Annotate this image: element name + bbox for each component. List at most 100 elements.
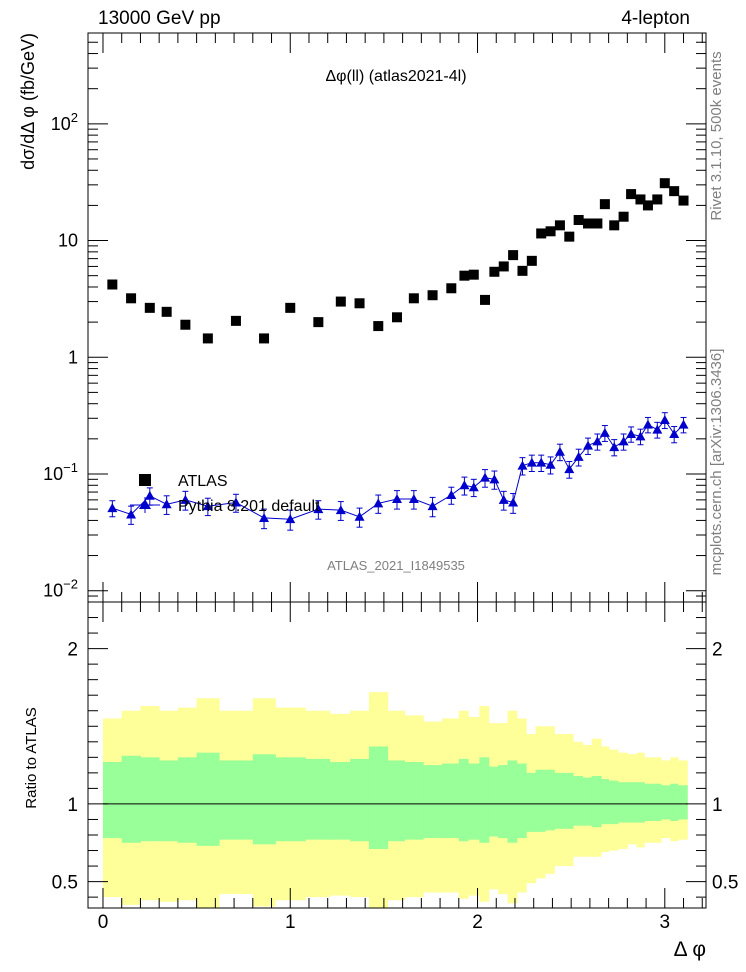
ratio-band-inner <box>159 760 179 842</box>
ratio-band-inner <box>329 761 351 840</box>
atlas-point <box>468 269 479 280</box>
pythia-point <box>285 514 296 524</box>
atlas-point <box>313 317 324 328</box>
ratio-frame <box>87 601 707 909</box>
atlas-point <box>583 218 594 229</box>
pythia-point <box>536 457 547 467</box>
ratio-y-tick-label: 0.5 <box>52 873 78 894</box>
pythia-point <box>554 446 565 456</box>
pythia-point <box>480 472 491 482</box>
x-axis-label: Δ φ <box>674 938 706 961</box>
pythia-point <box>573 451 584 461</box>
ratio-band-inner <box>636 782 645 823</box>
chart-title: Δφ(ll) (atlas2021-4l) <box>325 68 466 85</box>
pythia-point <box>354 511 365 521</box>
pythia-point <box>126 509 137 519</box>
ratio-band-inner <box>387 760 405 842</box>
ratio-y-tick-label-right: 0.5 <box>712 873 738 894</box>
ratio-band-inner <box>252 754 276 845</box>
ratio-band-inner <box>423 765 443 839</box>
y-tick-label: 10 <box>58 231 78 251</box>
pythia-point <box>669 429 680 439</box>
main-axes: 10−2 10−1 1 10 102 <box>43 32 707 603</box>
pythia-point <box>678 419 689 429</box>
ratio-band-inner <box>544 769 555 831</box>
atlas-point <box>373 321 384 332</box>
ratio-band-inner <box>177 757 198 843</box>
ratio-band-inner <box>121 755 141 843</box>
pythia-point <box>373 498 384 508</box>
atlas-point <box>536 228 547 239</box>
ratio-plot-content <box>102 692 688 908</box>
x-tick-label: 2 <box>472 912 483 933</box>
ratio-band-inner <box>404 761 424 840</box>
pythia-point <box>659 415 670 425</box>
ratio-band-inner <box>441 763 460 839</box>
ratio-band-inner <box>140 757 160 842</box>
atlas-point <box>659 178 670 189</box>
ratio-band-inner <box>305 758 331 840</box>
pythia-point <box>427 501 438 511</box>
ratio-band-inner <box>219 760 254 840</box>
pythia-point <box>609 442 620 452</box>
pythia-point <box>446 490 457 500</box>
ratio-band-inner <box>661 785 671 820</box>
y-tick-label: 102 <box>51 110 78 134</box>
atlas-point <box>446 283 457 294</box>
atlas-point <box>545 226 556 237</box>
pythia-point <box>313 504 324 514</box>
y-tick-label: 10−1 <box>43 460 78 484</box>
pythia-point <box>202 501 213 511</box>
atlas-point <box>161 306 172 317</box>
atlas-point <box>626 189 637 200</box>
pythia-point <box>626 429 637 439</box>
side-label-mcplots: mcplots.cern.ch [arXiv:1306.3436] <box>708 349 725 576</box>
pythia-point <box>618 436 629 446</box>
ratio-band-inner <box>582 777 593 826</box>
ratio-band-inner <box>627 782 638 823</box>
atlas-point <box>392 312 402 323</box>
ratio-band-inner <box>368 746 389 849</box>
ratio-band-inner <box>275 757 306 842</box>
pythia-point <box>599 427 610 437</box>
ratio-band-inner <box>479 757 490 843</box>
pythia-point <box>564 464 575 474</box>
atlas-point <box>652 194 663 205</box>
atlas-point <box>635 194 646 205</box>
atlas-point <box>489 266 500 277</box>
side-label-rivet: Rivet 3.1.10, 500k events <box>708 51 725 220</box>
atlas-point <box>285 302 296 313</box>
pythia-point <box>642 419 653 429</box>
ratio-band-inner <box>670 783 679 822</box>
ratio-band-inner <box>196 752 220 846</box>
ratio-band-inner <box>458 758 469 842</box>
pythia-point <box>517 460 528 470</box>
atlas-point <box>609 220 620 231</box>
ratio-band-inner <box>526 772 537 832</box>
ratio-band-inner <box>617 782 628 823</box>
pythia-point <box>545 459 556 469</box>
ratio-y-tick-label-right: 1 <box>712 795 723 816</box>
atlas-point <box>669 186 680 197</box>
atlas-point <box>642 200 653 211</box>
atlas-point <box>564 231 575 242</box>
atlas-point <box>259 333 270 344</box>
pythia-point <box>392 494 402 504</box>
atlas-point <box>408 293 419 304</box>
ratio-band-inner <box>644 783 655 822</box>
x-tick-label: 3 <box>660 912 671 933</box>
pythia-point <box>335 505 346 515</box>
pythia-point <box>468 482 479 492</box>
header-left: 13000 GeV pp <box>98 8 221 29</box>
atlas-point <box>335 296 346 307</box>
atlas-point <box>573 214 584 225</box>
ratio-band-inner <box>601 779 610 825</box>
atlas-point <box>517 265 528 276</box>
pythia-point <box>107 503 118 513</box>
atlas-point <box>508 250 519 261</box>
ratio-y-axis-label: Ratio to ATLAS <box>23 707 40 808</box>
pythia-point <box>635 431 646 441</box>
pythia-point <box>144 490 155 500</box>
x-tick-label: 1 <box>285 912 296 933</box>
